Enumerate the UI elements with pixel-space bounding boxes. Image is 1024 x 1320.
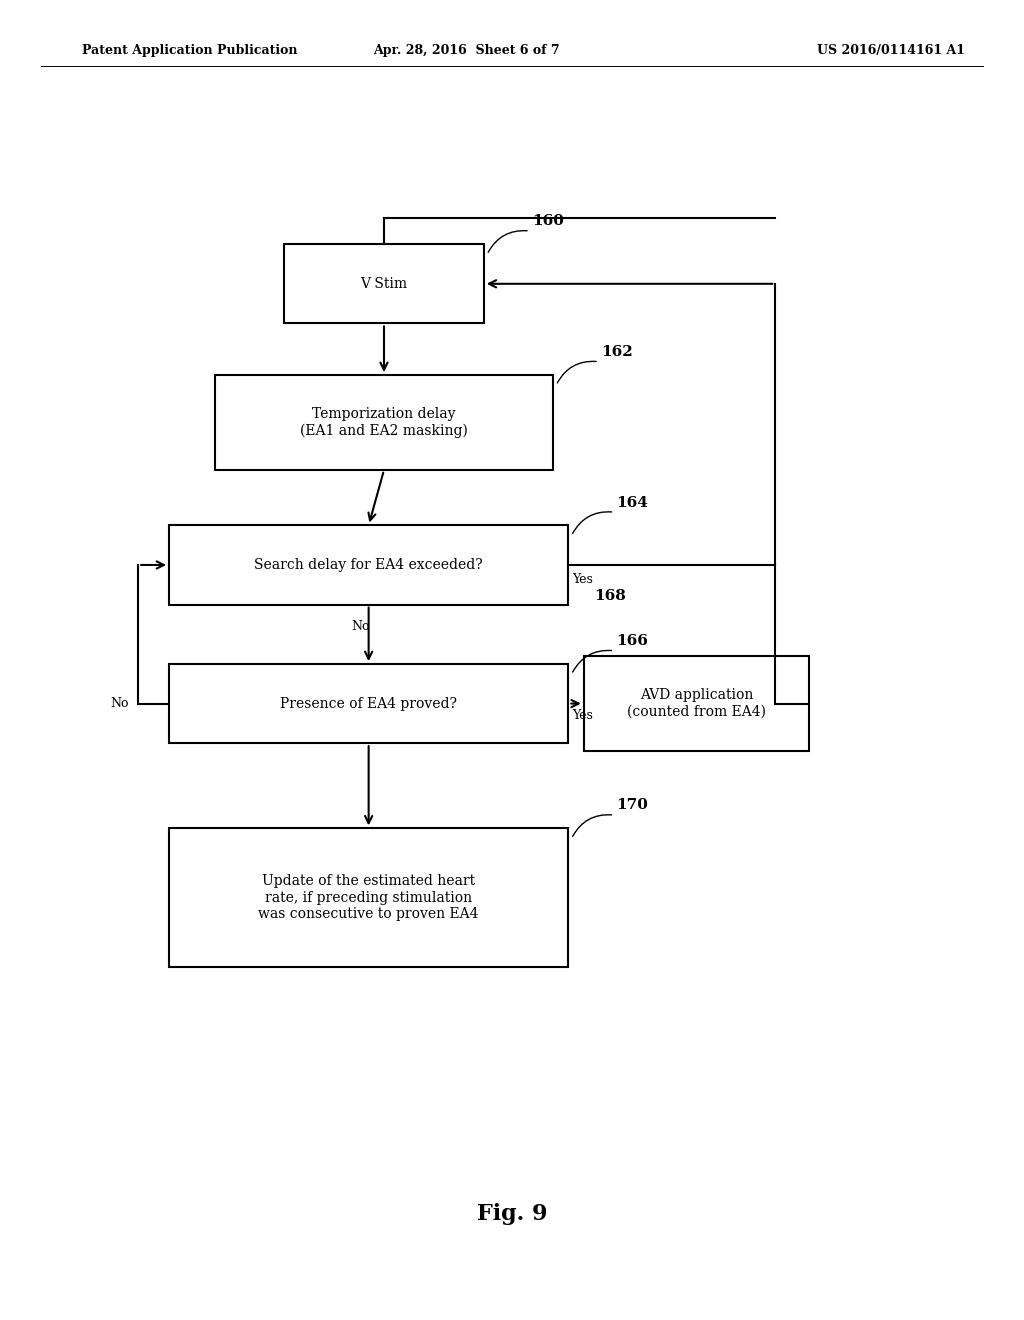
Text: Presence of EA4 proved?: Presence of EA4 proved? bbox=[281, 697, 457, 710]
Text: Update of the estimated heart
rate, if preceding stimulation
was consecutive to : Update of the estimated heart rate, if p… bbox=[258, 874, 479, 921]
Text: 170: 170 bbox=[616, 799, 648, 812]
Text: Yes: Yes bbox=[572, 573, 593, 586]
Text: Patent Application Publication: Patent Application Publication bbox=[82, 44, 297, 57]
FancyBboxPatch shape bbox=[215, 375, 553, 470]
FancyBboxPatch shape bbox=[284, 244, 483, 323]
Text: US 2016/0114161 A1: US 2016/0114161 A1 bbox=[817, 44, 965, 57]
Text: Search delay for EA4 exceeded?: Search delay for EA4 exceeded? bbox=[254, 558, 483, 572]
Text: V Stim: V Stim bbox=[360, 277, 408, 290]
Text: No: No bbox=[111, 697, 129, 710]
Text: Apr. 28, 2016  Sheet 6 of 7: Apr. 28, 2016 Sheet 6 of 7 bbox=[373, 44, 559, 57]
FancyBboxPatch shape bbox=[169, 525, 568, 605]
Text: 160: 160 bbox=[532, 214, 564, 228]
FancyBboxPatch shape bbox=[169, 829, 568, 966]
FancyBboxPatch shape bbox=[169, 664, 568, 743]
FancyBboxPatch shape bbox=[584, 656, 809, 751]
Text: AVD application
(counted from EA4): AVD application (counted from EA4) bbox=[627, 689, 766, 718]
Text: 166: 166 bbox=[616, 634, 648, 648]
Text: 162: 162 bbox=[601, 345, 633, 359]
Text: 164: 164 bbox=[616, 495, 648, 510]
Text: Fig. 9: Fig. 9 bbox=[477, 1204, 547, 1225]
Text: Temporization delay
(EA1 and EA2 masking): Temporization delay (EA1 and EA2 masking… bbox=[300, 407, 468, 438]
Text: No: No bbox=[351, 620, 370, 634]
Text: Yes: Yes bbox=[572, 709, 593, 722]
Text: 168: 168 bbox=[594, 589, 626, 603]
